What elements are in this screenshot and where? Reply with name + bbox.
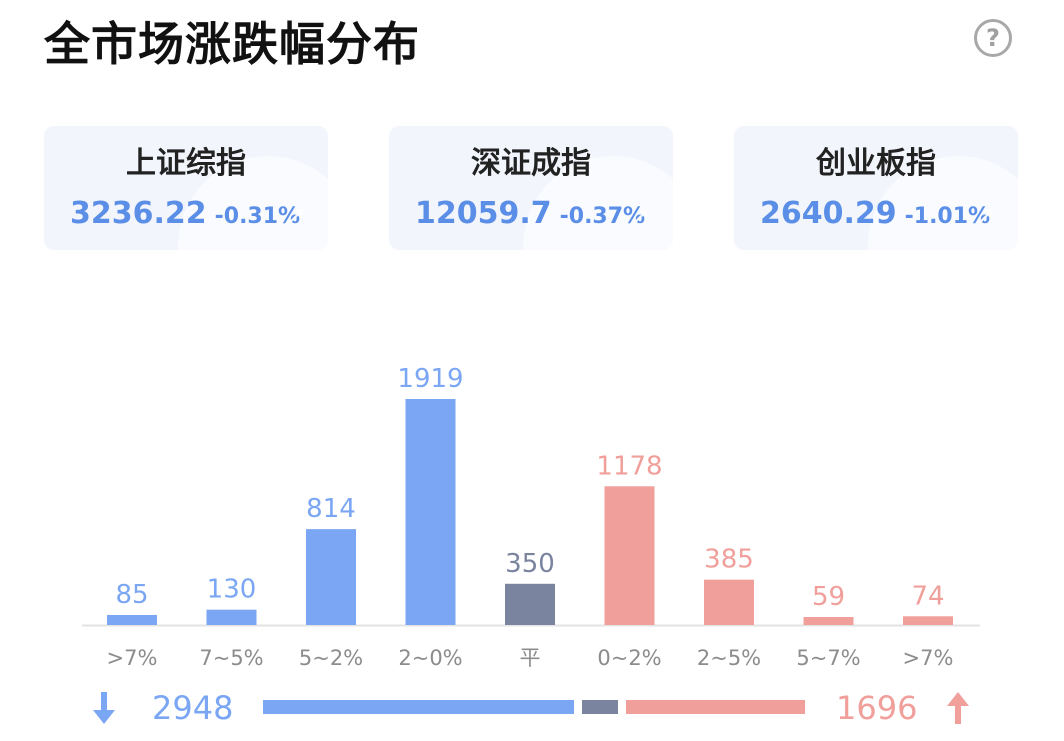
bar (206, 609, 257, 625)
x-tick-label: >7% (107, 646, 158, 670)
down-total: 2948 (152, 689, 234, 727)
trend-arrow-icon: ↗ (974, 202, 996, 232)
help-icon[interactable]: ? (974, 19, 1012, 57)
index-value: 2640.29 (760, 196, 897, 231)
bar-value-label: 130 (207, 575, 257, 605)
up-total: 1696 (836, 689, 918, 727)
bar (903, 616, 953, 625)
bar (704, 579, 754, 625)
bar (803, 617, 854, 625)
index-card-sh[interactable]: 上证综指 3236.22 -0.31% ↗ (44, 126, 328, 250)
bar-value-label: 85 (115, 580, 148, 610)
bar-value-label: 814 (306, 494, 356, 524)
bar-value-label: 385 (704, 545, 754, 575)
index-card-cyb[interactable]: 创业板指 2640.29 -1.01% ↗ (734, 126, 1018, 250)
x-tick-label: 5~2% (299, 646, 363, 670)
x-tick-label: 2~5% (697, 646, 761, 670)
index-value-row: 12059.7 -0.37% (415, 194, 645, 238)
bar-value-label: 59 (812, 582, 845, 612)
index-name: 创业板指 (816, 146, 936, 181)
up-ratio-bar (626, 700, 805, 714)
x-tick-label: 5~7% (796, 646, 860, 670)
bar-value-label: 1919 (397, 364, 463, 394)
index-value-row: 2640.29 -1.01% (760, 194, 990, 238)
x-tick-label: 平 (520, 646, 541, 670)
bar (505, 583, 555, 625)
index-change: -0.37% (559, 204, 646, 229)
bar-value-label: 1178 (596, 451, 662, 481)
index-name: 上证综指 (126, 146, 246, 181)
x-tick-label: 0~2% (597, 646, 661, 670)
index-value: 3236.22 (70, 196, 207, 231)
index-value: 12059.7 (415, 196, 552, 231)
bar-value-label: 74 (911, 581, 944, 611)
trend-arrow-icon: ↗ (284, 202, 306, 232)
page-title: 全市场涨跌幅分布 (44, 17, 420, 71)
x-tick-label: 2~0% (398, 646, 462, 670)
down-ratio-bar (263, 700, 574, 714)
x-tick-label: >7% (903, 646, 954, 670)
bar (306, 529, 356, 625)
bar (107, 614, 157, 625)
bar (604, 486, 655, 625)
up-arrow-icon (947, 692, 969, 724)
index-change: -1.01% (904, 204, 991, 229)
flat-ratio-bar (581, 700, 619, 714)
index-value-row: 3236.22 -0.31% (70, 194, 300, 238)
x-tick-label: 7~5% (199, 646, 263, 670)
bar (405, 399, 456, 625)
distribution-chart: 85 >7% 130 7~5% 814 5~2% 1919 2~0% 350 平 1178 0~2% 3… (82, 364, 980, 670)
index-card-sz[interactable]: 深证成指 12059.7 -0.37% ↗ (389, 126, 673, 250)
down-arrow-icon (93, 692, 115, 724)
index-change: -0.31% (214, 204, 301, 229)
bar-value-label: 350 (505, 549, 555, 579)
trend-arrow-icon: ↗ (629, 202, 651, 232)
index-name: 深证成指 (471, 146, 591, 181)
